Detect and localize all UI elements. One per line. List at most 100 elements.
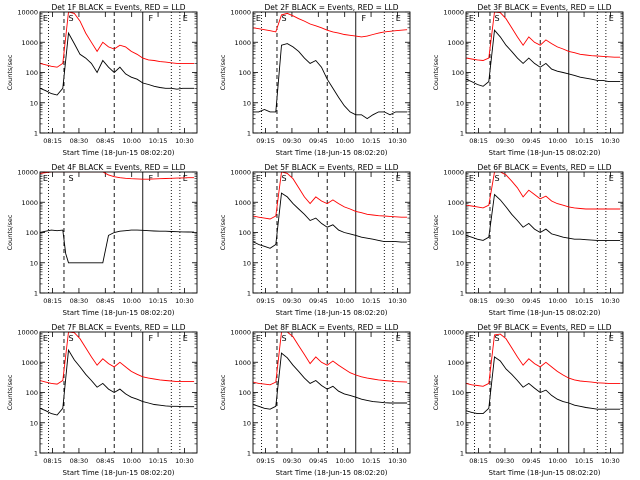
chart-panel-7: Det 7F BLACK = Events, RED = LLD Counts/s… [6,323,198,477]
x-tick-label: 08:15 [43,457,62,465]
plot-frame [39,171,198,294]
y-tick-label: 10 [243,99,251,107]
x-tick-label: 10:00 [335,297,354,305]
x-axis-label: Start Time (18-Jun-15 08:02:20) [63,149,175,157]
marker-label: S [69,334,74,343]
y-tick-label: 100 [26,229,38,237]
y-tick-label: 100 [26,389,38,397]
x-tick-label: 10:00 [122,297,141,305]
x-tick-label: 10:30 [175,137,194,145]
y-axis-label: Counts/sec [219,214,227,250]
y-tick-label: 1 [247,290,251,298]
series-line-events [253,352,408,410]
x-axis-label: Start Time (18-Jun-15 08:02:20) [276,149,388,157]
marker-label: E [256,14,261,23]
y-tick-label: 10 [30,259,38,267]
x-tick-label: 10:30 [388,457,407,465]
x-axis-label: Start Time (18-Jun-15 08:02:20) [276,309,388,317]
marker-label: E [396,334,401,343]
plot-frame [465,171,624,294]
series-line-events [40,348,195,416]
plot-frame [465,11,624,134]
x-tick-label: 10:15 [149,137,168,145]
y-tick-label: 1000 [234,359,251,367]
x-tick-label: 10:15 [362,297,381,305]
y-axis-label: Counts/sec [219,54,227,90]
series-line-events [253,43,408,120]
x-tick-label: 09:45 [522,297,541,305]
x-tick-label: 08:15 [469,457,488,465]
y-tick-label: 1 [460,290,464,298]
chart-panel-3: Det 3F BLACK = Events, RED = LLD Counts/s… [432,3,624,157]
y-tick-label: 1 [247,450,251,458]
chart-panel-6: Det 6F BLACK = Events, RED = LLD Counts/s… [432,163,624,317]
y-tick-label: 10000 [230,9,251,17]
y-tick-label: 1 [34,290,38,298]
x-tick-label: 10:00 [335,457,354,465]
y-tick-label: 1000 [447,199,464,207]
y-tick-label: 1 [247,130,251,138]
x-tick-label: 09:15 [256,457,275,465]
x-tick-label: 09:30 [283,457,302,465]
y-tick-label: 1 [460,130,464,138]
marker-label: E [609,14,614,23]
chart-title: Det 2F BLACK = Events, RED = LLD [265,3,399,12]
x-tick-label: 10:30 [601,457,620,465]
x-tick-label: 08:30 [70,457,89,465]
plot-frame [252,11,411,134]
x-tick-label: 10:30 [175,457,194,465]
chart-panel-1: Det 1F BLACK = Events, RED = LLD Counts/s… [6,3,198,157]
series-line-events [40,229,195,264]
x-tick-label: 09:15 [256,137,275,145]
y-tick-label: 100 [452,389,464,397]
x-axis-label: Start Time (18-Jun-15 08:02:20) [63,469,175,477]
chart-title: Det 3F BLACK = Events, RED = LLD [478,3,612,12]
y-tick-label: 1000 [21,39,38,47]
x-tick-label: 09:15 [256,297,275,305]
x-tick-label: 08:45 [96,297,115,305]
x-tick-label: 10:00 [548,297,567,305]
x-tick-label: 08:30 [70,297,89,305]
marker-label: S [282,334,287,343]
x-tick-label: 09:30 [283,137,302,145]
x-tick-label: 10:30 [175,297,194,305]
x-tick-label: 08:30 [70,137,89,145]
marker-label: E [469,334,474,343]
x-tick-label: 08:15 [469,297,488,305]
y-tick-label: 100 [452,69,464,77]
x-tick-label: 10:15 [575,137,594,145]
y-tick-label: 10 [30,419,38,427]
series-line-events [40,31,195,96]
marker-label: F [148,14,153,23]
marker-label: S [282,174,287,183]
x-tick-label: 08:15 [469,137,488,145]
x-tick-label: 10:30 [601,297,620,305]
y-tick-label: 10 [456,419,464,427]
marker-label: E [183,14,188,23]
marker-label: F [148,334,153,343]
marker-label: E [256,174,261,183]
marker-label: E [609,174,614,183]
x-tick-label: 09:30 [496,297,515,305]
x-tick-label: 10:00 [548,457,567,465]
x-tick-label: 10:30 [601,137,620,145]
y-tick-label: 10000 [443,169,464,177]
x-tick-label: 08:15 [43,137,62,145]
x-tick-label: 08:45 [96,457,115,465]
y-tick-label: 10 [456,259,464,267]
y-tick-label: 10000 [17,9,38,17]
series-line-lld [40,332,195,385]
y-tick-label: 1 [34,130,38,138]
x-axis-label: Start Time (18-Jun-15 08:02:20) [489,309,601,317]
plot-frame [252,171,411,294]
marker-label: E [183,334,188,343]
series-line-lld [253,172,408,220]
marker-label: S [69,174,74,183]
x-tick-label: 10:15 [149,297,168,305]
x-tick-label: 10:15 [575,457,594,465]
marker-label: E [43,14,48,23]
marker-label: E [43,174,48,183]
series-line-events [466,29,621,87]
y-tick-label: 1000 [447,359,464,367]
